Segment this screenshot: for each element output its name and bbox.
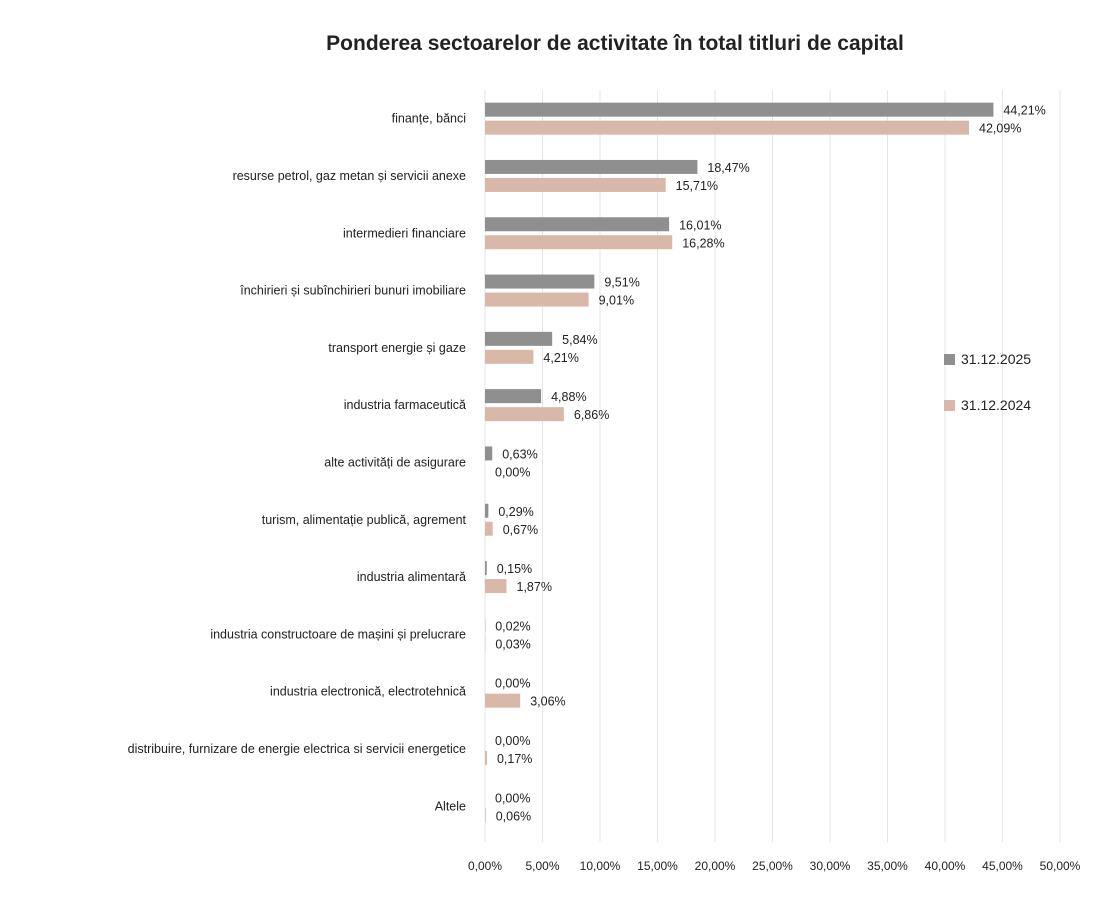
- x-tick-label: 0,00%: [468, 859, 502, 873]
- data-label: 0,29%: [498, 505, 533, 519]
- x-tick-label: 40,00%: [925, 859, 966, 873]
- data-label: 9,51%: [604, 276, 639, 290]
- bar-series-2025: [485, 160, 697, 174]
- x-tick-label: 25,00%: [752, 859, 793, 873]
- data-label: 0,00%: [495, 734, 530, 748]
- bar-series-2025: [485, 332, 552, 346]
- bar-series-2024: [485, 579, 507, 593]
- category-label: turism, alimentație publică, agrement: [262, 513, 467, 527]
- bar-series-2025: [485, 446, 492, 460]
- x-tick-label: 45,00%: [982, 859, 1023, 873]
- data-label: 4,21%: [543, 351, 578, 365]
- grid-lines: [485, 90, 1060, 842]
- bar-series-2024: [485, 694, 520, 708]
- data-label: 0,00%: [495, 791, 530, 805]
- category-label: Altele: [435, 799, 466, 813]
- bar-series-2025: [485, 504, 488, 518]
- data-label: 6,86%: [574, 408, 609, 422]
- bar-series-2025: [485, 275, 594, 289]
- x-tick-label: 10,00%: [580, 859, 621, 873]
- category-label: industria constructoare de mașini și pre…: [210, 627, 466, 641]
- category-label: industria electronică, electrotehnică: [270, 685, 466, 699]
- bar-series-2024: [485, 522, 493, 536]
- x-tick-label: 35,00%: [867, 859, 908, 873]
- data-label: 0,06%: [496, 809, 531, 823]
- bar-series-2025: [485, 103, 993, 117]
- bar-series-2024: [485, 178, 666, 192]
- data-label: 1,87%: [517, 580, 552, 594]
- legend-label: 31.12.2025: [961, 351, 1031, 367]
- x-axis-ticks: 0,00% 5,00% 10,00% 15,00% 20,00% 25,00% 30,00%…: [468, 859, 1081, 873]
- bar-series-2024: [485, 808, 486, 822]
- data-label: 16,28%: [682, 236, 724, 250]
- bar-series-2024: [485, 293, 589, 307]
- x-tick-label: 5,00%: [525, 859, 559, 873]
- data-label: 0,03%: [495, 637, 530, 651]
- category-labels: finanțe, bănci resurse petrol, gaz metan …: [128, 112, 467, 814]
- data-label: 0,63%: [502, 447, 537, 461]
- x-tick-label: 50,00%: [1040, 859, 1081, 873]
- category-label: alte activități de asigurare: [324, 455, 466, 469]
- value-labels: 44,21% 42,09% 18,47% 15,71% 16,01% 16,28% 9,51…: [495, 104, 1046, 824]
- x-tick-label: 30,00%: [810, 859, 851, 873]
- category-label: închirieri și subînchirieri bunuri imobi…: [239, 284, 466, 298]
- data-label: 0,67%: [503, 523, 538, 537]
- data-label: 0,00%: [495, 465, 530, 479]
- bar-series-2025: [485, 389, 541, 403]
- bar-series-2024: [485, 350, 533, 364]
- legend-swatch: [944, 400, 955, 411]
- data-label: 0,17%: [497, 752, 532, 766]
- data-label: 4,88%: [551, 390, 586, 404]
- data-label: 9,01%: [599, 294, 634, 308]
- bar-series-2024: [485, 751, 487, 765]
- data-label: 0,02%: [495, 619, 530, 633]
- data-label: 3,06%: [530, 695, 565, 709]
- data-label: 42,09%: [979, 122, 1021, 136]
- category-label: finanțe, bănci: [392, 112, 466, 126]
- legend: 31.12.2025 31.12.2024: [944, 351, 1031, 413]
- bar-series-2024: [485, 235, 672, 249]
- category-label: industria farmaceutică: [344, 398, 466, 412]
- category-label: resurse petrol, gaz metan și servicii an…: [233, 169, 466, 183]
- data-label: 0,15%: [497, 562, 532, 576]
- bars: [485, 103, 993, 823]
- bar-series-2025: [485, 561, 487, 575]
- category-label: distribuire, furnizare de energie electr…: [128, 742, 466, 756]
- bar-series-2024: [485, 121, 969, 135]
- category-label: intermedieri financiare: [343, 226, 466, 240]
- chart-title: Ponderea sectoarelor de activitate în to…: [326, 32, 904, 55]
- legend-label: 31.12.2024: [961, 397, 1031, 413]
- data-label: 15,71%: [676, 179, 718, 193]
- data-label: 18,47%: [707, 161, 749, 175]
- bar-series-2024: [485, 407, 564, 421]
- bar-series-2025: [485, 217, 669, 231]
- data-label: 44,21%: [1003, 104, 1045, 118]
- data-label: 16,01%: [679, 218, 721, 232]
- category-label: transport energie și gaze: [328, 341, 466, 355]
- data-label: 5,84%: [562, 333, 597, 347]
- x-tick-label: 20,00%: [695, 859, 736, 873]
- category-label: industria alimentară: [357, 570, 466, 584]
- data-label: 0,00%: [495, 677, 530, 691]
- legend-swatch: [944, 354, 955, 365]
- x-tick-label: 15,00%: [637, 859, 678, 873]
